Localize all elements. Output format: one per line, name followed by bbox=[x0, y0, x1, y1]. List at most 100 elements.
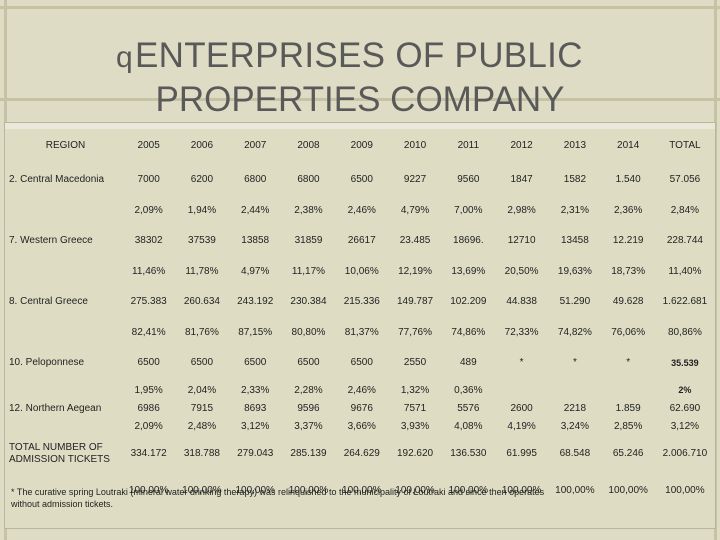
cell-total: 2.006.710 bbox=[662, 448, 708, 459]
cell-value: 1.859 bbox=[615, 402, 641, 414]
cell-percent: 77,76% bbox=[398, 326, 432, 338]
cell-value: 7000 bbox=[137, 174, 160, 185]
cell-percent: 100,00% bbox=[608, 485, 648, 496]
table-row-values: 8. Central Greece 275.383 260.634 243.19… bbox=[5, 283, 715, 320]
cell-value: 260.634 bbox=[183, 296, 220, 307]
cell-value: 68.548 bbox=[559, 448, 591, 459]
cell-percent: 4,08% bbox=[454, 420, 483, 432]
table-row-total-percents: 100,00% 100,00% 100,00% 100,00% 100,00% … bbox=[5, 472, 715, 509]
title-decor-bar bbox=[0, 98, 720, 101]
table-row-percents: 2,09% 1,94% 2,44% 2,38% 2,46% 4,79% 7,00… bbox=[5, 198, 715, 222]
cell-value: 7915 bbox=[190, 402, 214, 414]
table-row-percents: 82,41% 81,76% 87,15% 80,80% 81,37% 77,76… bbox=[5, 320, 715, 344]
header-year: 2013 bbox=[563, 139, 587, 151]
cell-value: 5576 bbox=[457, 402, 480, 414]
cell-percent: 11,17% bbox=[291, 265, 326, 277]
header-year: 2005 bbox=[137, 139, 160, 151]
cell-value: 49.628 bbox=[612, 296, 644, 307]
cell-value: 38302 bbox=[134, 235, 163, 246]
cell-percent: 18,73% bbox=[611, 265, 646, 277]
cell-value: 1847 bbox=[510, 174, 533, 185]
cell-percent: 0,36% bbox=[454, 384, 483, 396]
cell-percent: 3,37% bbox=[294, 420, 323, 432]
cell-value: * bbox=[626, 357, 631, 368]
cell-value: 6200 bbox=[190, 174, 214, 185]
cell-value: 243.192 bbox=[237, 296, 274, 307]
cell-percent: 12,19% bbox=[398, 265, 432, 277]
total-label-line-1: TOTAL NUMBER OF bbox=[9, 441, 103, 453]
cell-percent: 3,93% bbox=[400, 420, 430, 432]
cell-percent: 87,15% bbox=[238, 326, 273, 338]
table-row-percents: 11,46% 11,78% 4,97% 11,17% 10,06% 12,19%… bbox=[5, 259, 715, 283]
cell-value: 102.209 bbox=[450, 296, 487, 307]
cell-value: 6500 bbox=[350, 357, 373, 368]
cell-percent: 3,24% bbox=[560, 420, 590, 432]
cell-percent: 7,00% bbox=[454, 204, 483, 216]
cell-total: 57.056 bbox=[669, 174, 701, 185]
cell-value: 31859 bbox=[294, 235, 323, 246]
admission-tickets-table: REGION 2005 2006 2007 2008 2009 2010 201… bbox=[5, 129, 715, 509]
cell-value: 6500 bbox=[244, 357, 267, 368]
header-year: 2010 bbox=[403, 139, 427, 151]
cell-percent: 100,00% bbox=[448, 485, 489, 496]
region-label: 2. Central Macedonia bbox=[9, 174, 105, 185]
cell-value: 44.838 bbox=[506, 296, 537, 307]
bullet-icon: q bbox=[116, 41, 133, 74]
data-table-container: REGION 2005 2006 2007 2008 2009 2010 201… bbox=[4, 122, 716, 529]
cell-percent: 1,94% bbox=[187, 204, 217, 216]
cell-percent: 2,36% bbox=[613, 204, 643, 216]
cell-value: 279.043 bbox=[237, 448, 274, 459]
cell-percent: 100,00% bbox=[501, 485, 542, 496]
top-decor-bar bbox=[0, 6, 720, 9]
cell-total: 1.622.681 bbox=[662, 296, 708, 307]
cell-percent: 100,00% bbox=[555, 485, 595, 496]
header-year: 2009 bbox=[350, 139, 373, 151]
cell-percent bbox=[495, 381, 548, 399]
cell-value: 275.383 bbox=[130, 296, 167, 307]
cell-percent: 100,00% bbox=[128, 485, 169, 496]
cell-percent: 74,86% bbox=[451, 326, 486, 338]
cell-value: 13458 bbox=[560, 235, 589, 246]
cell-percent-total: 11,40% bbox=[668, 265, 702, 277]
region-label-total: TOTAL NUMBER OF ADMISSION TICKETS bbox=[5, 435, 122, 472]
cell-value: 9676 bbox=[350, 402, 373, 414]
cell-value: 18696. bbox=[453, 235, 484, 246]
cell-percent: 100,00% bbox=[342, 485, 382, 496]
cell-percent-total: 80,86% bbox=[667, 326, 702, 338]
cell-percent: 74,82% bbox=[557, 326, 592, 338]
cell-percent: 13,69% bbox=[451, 265, 486, 277]
cell-percent: 20,50% bbox=[504, 265, 539, 277]
cell-percent: 76,06% bbox=[611, 326, 646, 338]
region-blank bbox=[5, 381, 122, 399]
cell-value: 8693 bbox=[244, 402, 267, 414]
cell-value: 2218 bbox=[563, 402, 587, 414]
cell-percent bbox=[602, 381, 655, 399]
header-year: 2006 bbox=[190, 139, 214, 151]
cell-value: 9227 bbox=[403, 174, 427, 185]
cell-value: 6500 bbox=[137, 357, 160, 368]
cell-value: 6500 bbox=[297, 357, 320, 368]
cell-percent: 2,31% bbox=[560, 204, 590, 216]
region-blank bbox=[5, 259, 122, 283]
header-total: TOTAL bbox=[669, 139, 701, 151]
cell-value: 9560 bbox=[457, 174, 480, 185]
cell-value: 1582 bbox=[563, 174, 587, 185]
cell-percent: 82,41% bbox=[131, 326, 166, 338]
cell-value: * bbox=[519, 357, 524, 368]
cell-value: 13858 bbox=[241, 235, 270, 246]
cell-percent: 2,09% bbox=[134, 204, 163, 216]
cell-percent: 81,37% bbox=[344, 326, 379, 338]
header-year: 2011 bbox=[457, 139, 480, 151]
header-year: 2007 bbox=[244, 139, 267, 151]
cell-percent: 2,46% bbox=[347, 384, 376, 396]
cell-percent: 2,48% bbox=[187, 420, 217, 432]
header-year: 2008 bbox=[297, 139, 320, 151]
cell-value: 285.139 bbox=[290, 448, 327, 459]
cell-percent: 72,33% bbox=[504, 326, 539, 338]
cell-value: 334.172 bbox=[130, 448, 167, 459]
cell-percent: 2,44% bbox=[241, 204, 270, 216]
cell-percent: 2,28% bbox=[294, 384, 323, 396]
table-row-values: 2. Central Macedonia 7000 6200 6800 6800… bbox=[5, 161, 715, 198]
cell-value: 12.219 bbox=[612, 235, 644, 246]
cell-value: 12710 bbox=[507, 235, 536, 246]
